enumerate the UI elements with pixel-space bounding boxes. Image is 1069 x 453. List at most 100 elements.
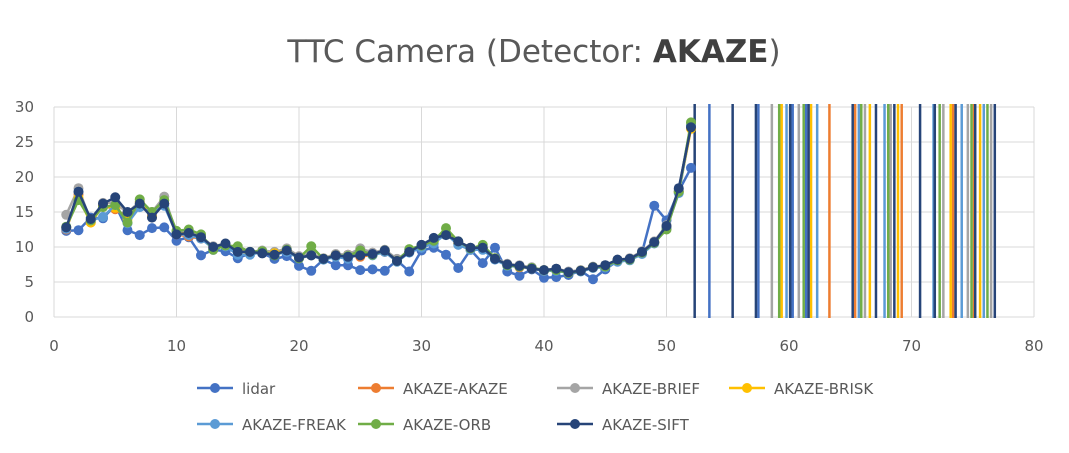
data-point [330,250,341,261]
data-point [208,242,219,252]
legend-label: AKAZE-FREAK [242,416,347,434]
data-point [257,248,268,259]
data-point [600,260,611,271]
data-point [539,272,549,283]
data-point [232,246,243,257]
legend-marker [371,419,381,429]
series-akaze-sift [61,122,696,278]
data-point [441,249,451,260]
legend-item: lidar [197,380,276,398]
x-tick-label: 50 [657,337,676,355]
data-point [306,241,317,252]
data-point [428,232,439,243]
data-point [196,250,206,261]
data-point [355,265,366,276]
data-point [686,162,696,173]
data-point [379,245,390,256]
y-tick-label: 30 [15,98,34,116]
data-point [294,260,304,271]
data-point [122,207,133,217]
data-point [416,239,427,250]
data-point [514,260,525,271]
data-point [588,262,598,273]
data-point [673,183,684,194]
data-point [98,198,108,209]
legend-marker [570,419,580,429]
x-tick-label: 0 [49,337,59,355]
x-tick-label: 10 [167,337,186,355]
x-tick-label: 30 [412,337,431,355]
legend-marker [570,383,580,393]
data-point [196,232,206,243]
y-tick-label: 15 [15,203,34,221]
data-point [306,250,317,261]
legend-label: lidar [242,380,276,398]
data-point [624,253,635,264]
data-point [343,251,353,262]
data-point [122,225,133,236]
data-point [588,274,598,285]
x-tick-label: 80 [1024,337,1043,355]
chart-title: TTC Camera (Detector: AKAZE) [286,34,780,70]
data-point [73,186,84,197]
x-tick-label: 70 [902,337,921,355]
y-tick-label: 0 [24,308,34,326]
data-point [85,214,96,224]
data-point [159,222,170,233]
data-point [367,249,378,259]
data-point [98,211,108,222]
y-tick-label: 5 [24,273,34,291]
data-point [661,221,672,231]
data-point [477,242,488,253]
data-point [649,200,660,211]
legend-item: AKAZE-FREAK [197,416,347,434]
data-point [330,260,341,271]
data-point [404,246,415,257]
data-point [134,198,145,209]
data-point [183,228,194,238]
data-point [649,237,660,248]
legend-marker [210,383,220,393]
data-point [563,267,574,278]
data-point [575,265,586,276]
data-point [441,230,451,241]
legend-label: AKAZE-BRISK [774,380,874,398]
data-point [245,246,255,257]
legend-item: AKAZE-AKAZE [358,380,508,398]
legend-label: AKAZE-SIFT [602,416,690,434]
data-point [110,192,121,203]
data-point [171,229,182,240]
series-line [66,167,693,281]
data-point [318,253,329,264]
axis-tick-labels: 0 5 10 15 20 25 30 0 10 20 30 40 50 60 70 80 [15,98,1044,355]
data-point [159,198,170,209]
data-point [637,246,647,257]
legend-item: AKAZE-SIFT [557,416,690,434]
data-point [110,200,121,210]
legend-label: AKAZE-BRIEF [602,380,700,398]
data-point [453,263,464,273]
series-line [65,127,693,274]
series-akaze-orb [61,117,696,278]
data-point [514,270,525,281]
data-point [269,249,280,260]
data-point [306,265,317,276]
series-lines [61,117,696,285]
data-point [490,253,500,264]
data-point [612,254,623,265]
data-point [61,222,72,233]
data-point [122,217,133,228]
data-point [367,264,378,275]
data-point [502,259,513,270]
data-point [686,122,696,133]
data-point [453,236,464,247]
data-point [134,230,145,241]
data-point [294,252,304,263]
x-tick-label: 40 [534,337,553,355]
legend: lidar AKAZE-AKAZE AKAZE-BRIEF AKAZE-BRISK AK… [197,380,874,434]
legend-label: AKAZE-ORB [403,416,491,434]
data-point [147,223,157,234]
legend-marker [742,383,752,393]
data-point [490,242,500,253]
